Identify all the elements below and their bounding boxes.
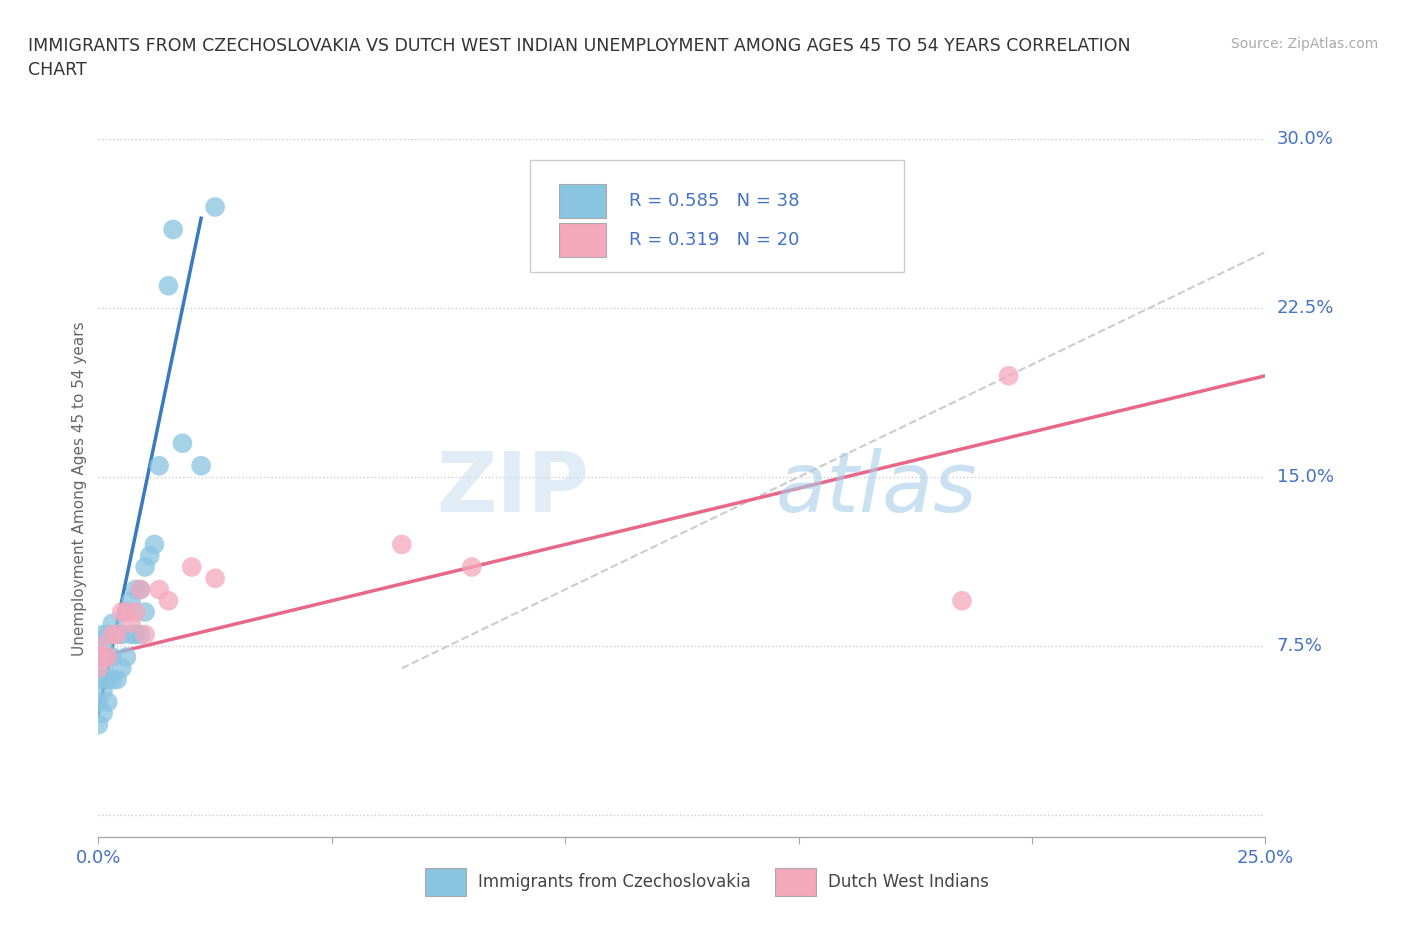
Point	[111, 661, 134, 676]
Point	[157, 593, 180, 608]
Point	[950, 593, 973, 608]
Text: Dutch West Indians: Dutch West Indians	[828, 873, 988, 891]
Point	[101, 649, 124, 664]
Point	[87, 672, 110, 687]
Point	[120, 593, 142, 608]
Point	[134, 627, 156, 642]
Point	[87, 695, 110, 710]
Point	[91, 661, 114, 676]
Point	[115, 604, 138, 619]
Text: ZIP: ZIP	[436, 447, 589, 529]
Point	[190, 458, 212, 473]
Point	[204, 200, 226, 215]
Point	[105, 672, 128, 687]
Text: R = 0.585   N = 38: R = 0.585 N = 38	[630, 192, 800, 210]
Point	[101, 672, 124, 687]
Point	[91, 706, 114, 721]
Point	[105, 627, 128, 642]
Point	[91, 649, 114, 664]
Point	[91, 638, 114, 653]
Point	[461, 560, 484, 575]
Point	[97, 672, 120, 687]
Text: 7.5%: 7.5%	[1277, 637, 1323, 655]
Text: 30.0%: 30.0%	[1277, 130, 1333, 149]
Point	[125, 627, 148, 642]
Point	[157, 278, 180, 293]
Point	[129, 627, 152, 642]
Point	[143, 537, 166, 551]
Y-axis label: Unemployment Among Ages 45 to 54 years: Unemployment Among Ages 45 to 54 years	[72, 321, 87, 656]
Point	[87, 661, 110, 676]
Text: Immigrants from Czechoslovakia: Immigrants from Czechoslovakia	[478, 873, 751, 891]
Point	[172, 436, 194, 451]
Point	[204, 571, 226, 586]
Point	[115, 649, 138, 664]
Point	[180, 560, 202, 575]
Point	[134, 560, 156, 575]
Point	[111, 627, 134, 642]
Text: R = 0.319   N = 20: R = 0.319 N = 20	[630, 231, 800, 249]
Point	[162, 222, 184, 237]
Point	[101, 616, 124, 631]
Point	[87, 717, 110, 732]
Point	[148, 582, 170, 597]
Text: IMMIGRANTS FROM CZECHOSLOVAKIA VS DUTCH WEST INDIAN UNEMPLOYMENT AMONG AGES 45 T: IMMIGRANTS FROM CZECHOSLOVAKIA VS DUTCH …	[28, 37, 1130, 79]
Point	[120, 627, 142, 642]
FancyBboxPatch shape	[530, 161, 904, 272]
Point	[139, 549, 162, 564]
Point	[129, 582, 152, 597]
Point	[391, 537, 413, 551]
FancyBboxPatch shape	[560, 184, 606, 218]
Point	[97, 695, 120, 710]
Point	[997, 368, 1019, 383]
Point	[125, 604, 148, 619]
FancyBboxPatch shape	[775, 869, 815, 897]
Text: atlas: atlas	[775, 447, 977, 529]
Point	[125, 582, 148, 597]
Point	[115, 604, 138, 619]
Point	[129, 582, 152, 597]
Point	[91, 627, 114, 642]
Point	[97, 649, 120, 664]
Point	[148, 458, 170, 473]
Text: Source: ZipAtlas.com: Source: ZipAtlas.com	[1230, 37, 1378, 51]
Point	[87, 649, 110, 664]
Point	[105, 627, 128, 642]
Point	[134, 604, 156, 619]
Text: 22.5%: 22.5%	[1277, 299, 1334, 317]
FancyBboxPatch shape	[425, 869, 465, 897]
Point	[87, 638, 110, 653]
Point	[120, 616, 142, 631]
FancyBboxPatch shape	[560, 223, 606, 257]
Point	[91, 684, 114, 698]
Point	[97, 649, 120, 664]
Point	[97, 627, 120, 642]
Point	[101, 627, 124, 642]
Point	[111, 604, 134, 619]
Text: 15.0%: 15.0%	[1277, 468, 1334, 486]
